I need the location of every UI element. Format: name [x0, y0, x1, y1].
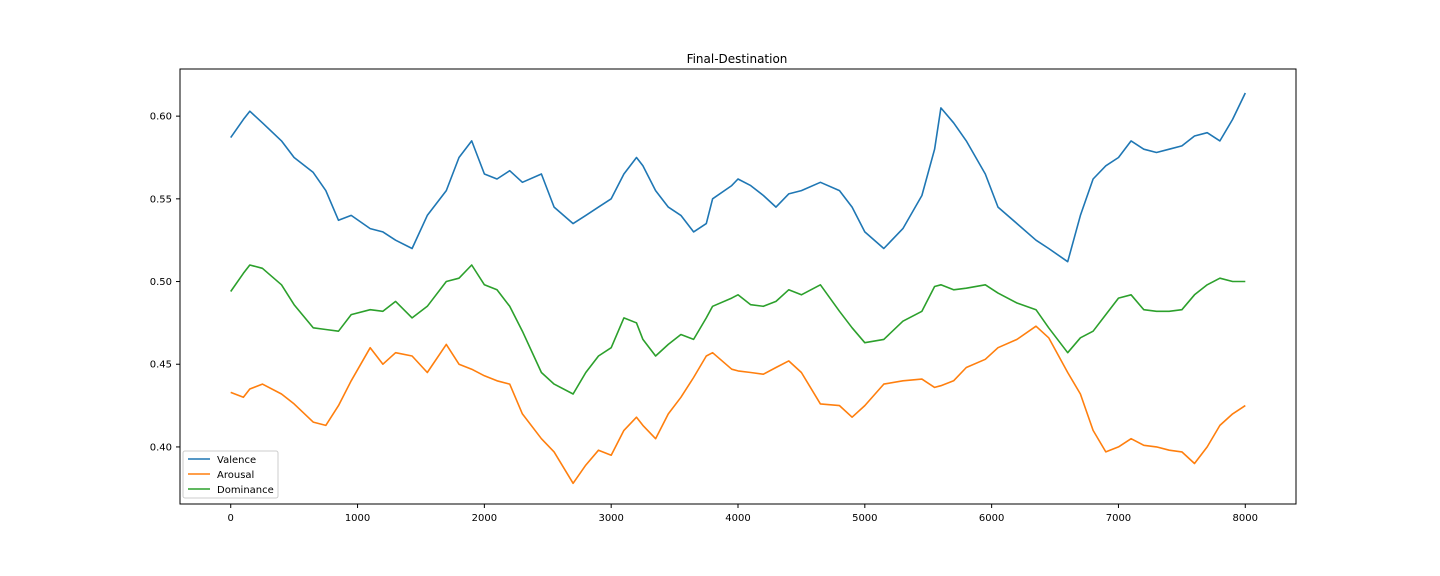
x-tick-label: 3000 [598, 513, 623, 524]
legend-label-dominance: Dominance [217, 485, 274, 496]
plot-area [230, 92, 1247, 485]
series-line-valence [230, 92, 1247, 263]
x-tick-label: 8000 [1233, 513, 1258, 524]
y-tick-label: 0.40 [150, 442, 172, 453]
chart-title: Final-Destination [687, 52, 788, 66]
legend: Valence Arousal Dominance [182, 450, 279, 499]
series-line-arousal [230, 325, 1246, 485]
x-tick-label: 7000 [1106, 513, 1131, 524]
y-axis: 0.40 0.45 0.50 0.55 0.60 [150, 112, 180, 453]
legend-label-valence: Valence [217, 455, 256, 466]
x-tick-label: 5000 [852, 513, 877, 524]
y-tick-label: 0.60 [150, 112, 172, 123]
axes-frame [179, 68, 1297, 505]
x-tick-label: 1000 [345, 513, 370, 524]
legend-label-arousal: Arousal [217, 470, 254, 481]
x-axis: 0 1000 2000 3000 4000 5000 6000 7000 8000 [228, 504, 1258, 524]
series-line-dominance [230, 264, 1246, 395]
x-tick-label: 0 [228, 513, 234, 524]
y-tick-label: 0.45 [150, 360, 172, 371]
y-tick-label: 0.55 [150, 194, 172, 205]
y-tick-label: 0.50 [150, 277, 172, 288]
x-tick-label: 2000 [472, 513, 497, 524]
x-tick-label: 4000 [725, 513, 750, 524]
legend-box [182, 450, 279, 499]
x-tick-label: 6000 [979, 513, 1004, 524]
